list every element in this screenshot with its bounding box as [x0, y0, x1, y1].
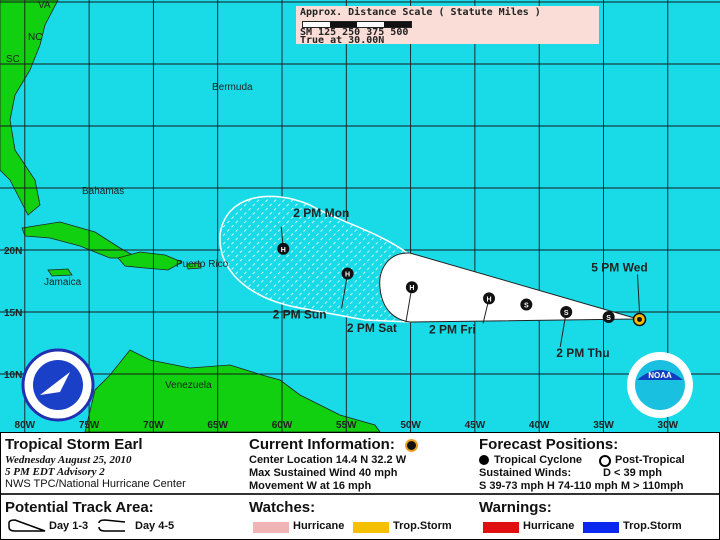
longitude-label: 45W — [465, 420, 486, 431]
south-america — [84, 349, 381, 432]
longitude-label: 60W — [272, 420, 293, 431]
center-location: Center Location 14.4 N 32.2 W — [249, 454, 407, 466]
track-area-title: Potential Track Area: — [5, 499, 154, 516]
longitude-label: 40W — [529, 420, 550, 431]
forecast-position-marker — [277, 242, 290, 255]
legend-panel: Tropical Storm Earl Wednesday August 25,… — [0, 432, 720, 540]
place-nc: NC — [28, 32, 42, 43]
intensity-letter: S — [564, 310, 569, 317]
post-tropical-icon — [599, 455, 611, 467]
intensity-letter: S — [606, 315, 611, 322]
intensity-letter: H — [345, 272, 350, 279]
longitude-label: 35W — [593, 420, 614, 431]
scale-ticks: SM 125 250 375 500 — [300, 27, 409, 38]
intensity-letter: H — [487, 296, 492, 303]
longitude-label: 80W — [15, 420, 36, 431]
day-4-5-cone-icon — [98, 519, 126, 532]
longitude-label: 30W — [658, 420, 679, 431]
svg-text:NOAA: NOAA — [648, 371, 672, 380]
ocean — [0, 0, 720, 432]
divider — [1, 493, 719, 495]
forecast-position-marker — [560, 306, 573, 318]
forecast-position-marker — [520, 298, 533, 311]
storm-name: Tropical Storm Earl — [5, 436, 143, 453]
forecast-position-marker — [483, 292, 496, 305]
intensity-letter: H — [281, 247, 286, 254]
current-time-label: 5 PM Wed — [591, 260, 647, 274]
forecast-position-marker — [341, 267, 354, 280]
warning-hurricane-swatch — [483, 522, 519, 533]
forecast-time-label: 2 PM Sun — [273, 308, 327, 322]
post-tropical-label: Post-Tropical — [615, 454, 685, 466]
forecast-track: 5 PM Wed S 2 PM Thu S S 2 PM Fri H 2 PM Sat H 2 P… — [273, 206, 648, 360]
tropical-cyclone-label: Tropical Cyclone — [494, 454, 583, 466]
jamaica — [47, 268, 73, 277]
agency: NWS TPC/National Hurricane Center — [5, 478, 186, 490]
forecast-time-label: 2 PM Mon — [293, 206, 349, 220]
grid: 80W 75W 70W 65W 60W 55W 50W 45W 40W 35W 30W 20N 15N 1… — [0, 0, 720, 432]
forecast-time-label: 2 PM Sat — [347, 321, 397, 335]
d-key: D < 39 mph — [603, 467, 662, 479]
watch-hurricane-swatch — [253, 522, 289, 533]
place-sc: SC — [6, 54, 20, 65]
current-position-icon — [405, 439, 418, 452]
land — [0, 0, 381, 432]
current-info-title: Current Information: — [249, 436, 395, 453]
warning-tropstorm-swatch — [583, 522, 619, 533]
noaa-logo: NOAA — [627, 352, 693, 418]
day-1-3-cone-icon — [8, 519, 46, 532]
place-venezuela: Venezuela — [165, 380, 212, 391]
intensity-letter: H — [409, 285, 414, 292]
watch-hurricane-label: Hurricane — [293, 520, 345, 532]
forecast-time-label: 2 PM Fri — [429, 322, 476, 336]
advisory: 5 PM EDT Advisory 2 — [5, 466, 105, 478]
watch-tropstorm-swatch — [353, 522, 389, 533]
watches-title: Watches: — [249, 499, 316, 516]
distance-scale: Approx. Distance Scale ( Statute Miles )… — [296, 6, 599, 46]
max-wind: Max Sustained Wind 40 mph — [249, 467, 398, 479]
place-va: VA — [38, 0, 51, 11]
storm-date: Wednesday August 25, 2010 — [5, 454, 132, 466]
warning-hurricane-label: Hurricane — [523, 520, 575, 532]
forecast-map: 80W 75W 70W 65W 60W 55W 50W 45W 40W 35W 30W 20N 15N 1… — [0, 0, 720, 432]
forecast-position-marker — [405, 281, 418, 294]
day-4-5-label: Day 4-5 — [135, 520, 175, 532]
longitude-label: 75W — [79, 420, 100, 431]
latitude-label: 10N — [4, 370, 22, 381]
intensity-letter: S — [524, 303, 529, 310]
puerto-rico — [186, 262, 202, 270]
cone-day-1-3 — [379, 252, 639, 323]
sustained-winds-label: Sustained Winds: — [479, 467, 572, 479]
longitude-label: 70W — [143, 420, 164, 431]
scale-title: Approx. Distance Scale ( Statute Miles ) — [300, 7, 541, 18]
longitude-label: 50W — [400, 420, 421, 431]
forecast-position-marker — [602, 310, 615, 323]
forecast-time-label: 2 PM Thu — [556, 346, 609, 360]
warnings-title: Warnings: — [479, 499, 552, 516]
scale-note: True at 30.00N — [300, 35, 385, 46]
scale-bar — [302, 21, 412, 28]
latitude-label: 20N — [4, 246, 22, 257]
label-leader — [637, 274, 641, 313]
watch-tropstorm-label: Trop.Storm — [393, 520, 452, 532]
longitude-label: 55W — [336, 420, 357, 431]
us-east-coast — [0, 0, 59, 216]
tropical-cyclone-icon — [479, 455, 489, 465]
shm-key: S 39-73 mph H 74-110 mph M > 110mph — [479, 480, 684, 492]
forecast-positions-title: Forecast Positions: — [479, 436, 619, 453]
place-puerto-rico: Puerto Rico — [176, 259, 229, 270]
place-bermuda: Bermuda — [212, 82, 253, 93]
nws-logo — [21, 348, 95, 422]
latitude-label: 15N — [4, 308, 22, 319]
cone-day-4-5 — [219, 195, 411, 323]
longitude-label: 65W — [207, 420, 228, 431]
warning-tropstorm-label: Trop.Storm — [623, 520, 682, 532]
movement: Movement W at 16 mph — [249, 480, 372, 492]
place-jamaica: Jamaica — [44, 277, 82, 288]
day-1-3-label: Day 1-3 — [49, 520, 89, 532]
current-position-dot — [637, 316, 643, 322]
hispaniola — [117, 251, 183, 271]
place-bahamas: Bahamas — [82, 186, 124, 197]
